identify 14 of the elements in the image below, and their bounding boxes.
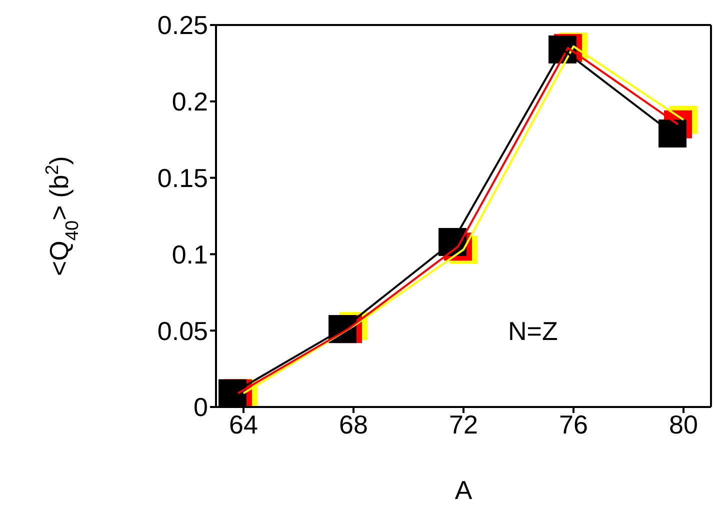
x-axis-title: A bbox=[454, 475, 473, 505]
y-tick-label: 0.25 bbox=[157, 10, 208, 40]
y-tick-label: 0.2 bbox=[172, 86, 208, 117]
y-tick-label: 0 bbox=[194, 392, 208, 422]
point bbox=[658, 119, 686, 148]
annotation: N=Z bbox=[508, 316, 558, 347]
x-tick-label: 80 bbox=[669, 409, 698, 440]
x-tick-label: 64 bbox=[229, 409, 258, 440]
x-tick-label: 72 bbox=[449, 409, 478, 440]
y-tick-label: 0.1 bbox=[172, 239, 208, 270]
y-tick-label: 0.05 bbox=[157, 316, 208, 346]
x-tick-label: 76 bbox=[559, 409, 588, 440]
y-tick-label: 0.15 bbox=[157, 163, 208, 194]
x-tick-label: 68 bbox=[339, 409, 368, 440]
